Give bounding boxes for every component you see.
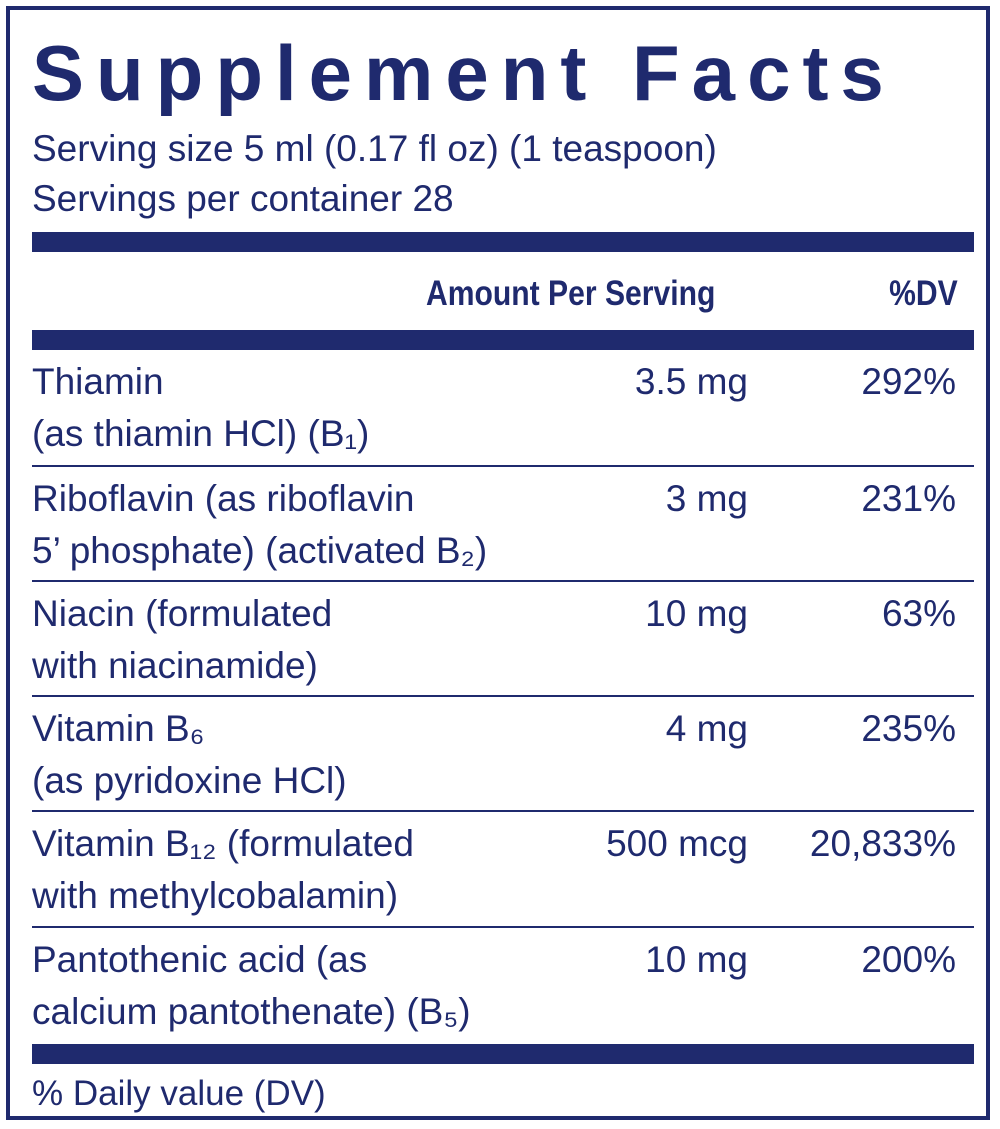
table-row: Thiamin (as thiamin HCl) (B₁) 3.5 mg 292%	[32, 350, 974, 466]
nutrient-dv: 63%	[881, 593, 956, 634]
nutrient-name: Vitamin B₆ (as pyridoxine HCl)	[32, 708, 347, 801]
nutrient-amount: 500 mcg	[606, 823, 748, 864]
thick-divider-bottom	[32, 1044, 974, 1064]
nutrient-dv: 292%	[861, 361, 956, 402]
nutrient-name: Riboflavin (as riboflavin 5’ phosphate) (…	[32, 478, 488, 571]
row-divider	[32, 810, 974, 812]
nutrient-amount: 10 mg	[645, 939, 748, 980]
nutrient-amount: 10 mg	[645, 593, 748, 634]
table-row: Pantothenic acid (as calcium pantothenate…	[32, 928, 974, 1044]
nutrient-name: Niacin (formulated with niacinamide)	[32, 593, 333, 686]
nutrient-name: Thiamin (as thiamin HCl) (B₁)	[32, 361, 370, 454]
table-row: Vitamin B₆ (as pyridoxine HCl) 4 mg 235%	[32, 697, 974, 813]
row-divider	[32, 695, 974, 697]
table-row: Riboflavin (as riboflavin 5’ phosphate) (…	[32, 467, 974, 583]
panel-title: Supplement Facts	[32, 29, 896, 117]
dv-header: %DV	[889, 274, 958, 313]
table-row: Niacin (formulated with niacinamide) 10 m…	[32, 582, 974, 698]
nutrient-amount: 3.5 mg	[634, 361, 748, 402]
row-divider	[32, 465, 974, 467]
nutrient-dv: 200%	[861, 939, 956, 980]
serving-size: Serving size 5 ml (0.17 fl oz) (1 teaspo…	[32, 128, 717, 169]
footnote: % Daily value (DV)	[32, 1074, 326, 1113]
nutrient-name: Vitamin B₁₂ (formulated with methylcobala…	[32, 823, 414, 916]
row-divider	[32, 926, 974, 928]
servings-per-container: Servings per container 28	[32, 178, 454, 219]
nutrient-amount: 3 mg	[665, 478, 748, 519]
nutrient-dv: 231%	[861, 478, 956, 519]
nutrient-dv: 235%	[861, 708, 956, 749]
nutrient-amount: 4 mg	[665, 708, 748, 749]
supplement-facts-panel: Supplement Facts Serving size 5 ml (0.17…	[6, 6, 990, 1120]
table-row: Vitamin B₁₂ (formulated with methylcobala…	[32, 812, 974, 928]
amount-per-serving-header: Amount Per Serving	[426, 274, 716, 313]
thick-divider-top	[32, 232, 974, 252]
row-divider	[32, 580, 974, 582]
nutrient-dv: 20,833%	[809, 823, 956, 864]
thick-divider-header	[32, 330, 974, 350]
nutrient-name: Pantothenic acid (as calcium pantothenate…	[32, 939, 471, 1032]
